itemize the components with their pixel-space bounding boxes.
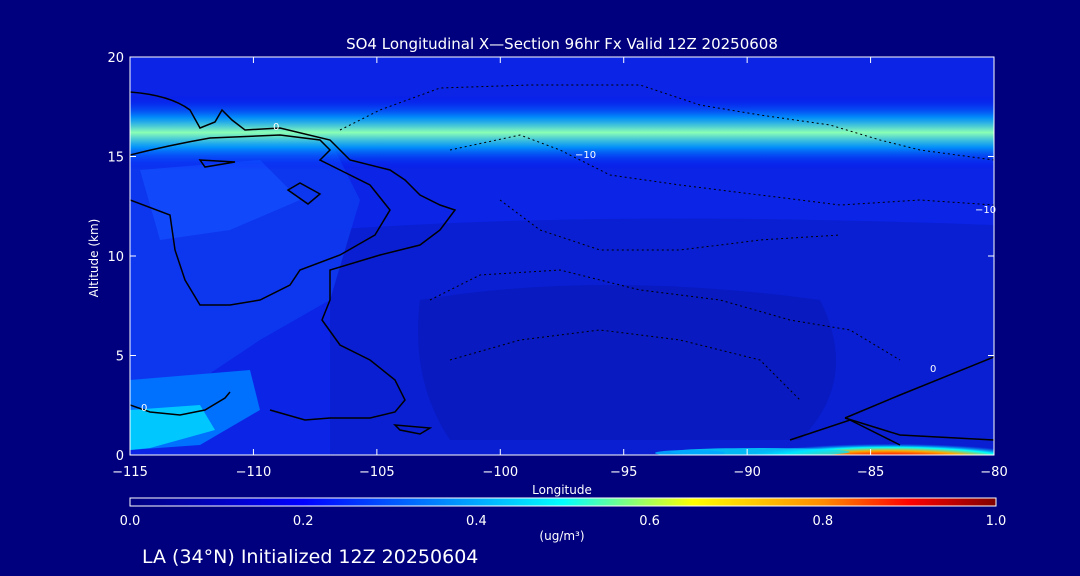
colorbar-label: (ug/m³) [539, 529, 584, 543]
colorbar-ticks: 0.0 0.2 0.4 0.6 0.8 1.0 [120, 514, 1007, 529]
x-tick-label: −105 [359, 465, 395, 480]
contour-label-3: 0 [930, 364, 936, 375]
x-tick-label: −90 [733, 465, 760, 480]
contour-label-0: 0 [273, 122, 279, 133]
x-tick-label: −100 [482, 465, 518, 480]
x-axis: −115 −110 −105 −100 −95 −90 −85 −80 [112, 57, 1008, 480]
colorbar-tick-label: 1.0 [986, 514, 1007, 529]
chart-title: SO4 Longitudinal X—Section 96hr Fx Valid… [346, 35, 778, 53]
x-axis-label: Longitude [532, 483, 592, 497]
negative-contours [339, 84, 994, 401]
upper-layer [130, 95, 994, 170]
x-tick-label: −85 [857, 465, 884, 480]
contour-label-4: −10 [975, 205, 996, 216]
x-tick-label: −115 [112, 465, 148, 480]
y-tick-label: 15 [107, 151, 124, 166]
colorbar-tick-label: 0.2 [293, 514, 314, 529]
colorbar [129, 497, 997, 507]
x-tick-label: −95 [610, 465, 637, 480]
chart-subtitle: LA (34°N) Initialized 12Z 20250604 [142, 546, 478, 568]
y-tick-label: 5 [116, 350, 124, 365]
colorbar-tick-label: 0.6 [639, 514, 660, 529]
contour-lines [130, 91, 994, 446]
y-tick-label: 10 [107, 250, 124, 265]
y-tick-label: 0 [116, 449, 124, 464]
y-axis-label: Altitude (km) [87, 219, 101, 298]
concentration-field [130, 57, 994, 455]
y-tick-label: 20 [107, 51, 124, 66]
colorbar-tick-label: 0.0 [120, 514, 141, 529]
colorbar-tick-label: 0.4 [466, 514, 487, 529]
x-tick-label: −110 [236, 465, 272, 480]
colorbar-tick-label: 0.8 [812, 514, 833, 529]
y-axis: 0 5 10 15 20 [107, 51, 994, 464]
x-tick-label: −80 [980, 465, 1007, 480]
contour-label-1: −10 [575, 150, 596, 161]
contour-label-2: 0 [141, 403, 147, 414]
